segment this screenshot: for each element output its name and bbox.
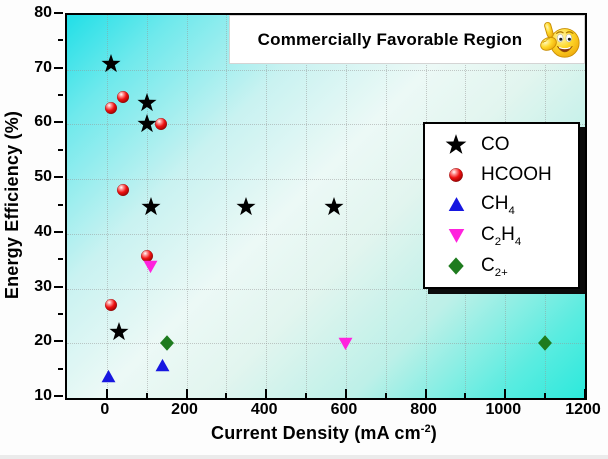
y-major-tick	[54, 12, 63, 14]
x-major-tick	[344, 389, 347, 398]
y-tick-label: 40	[34, 222, 52, 240]
x-major-tick	[265, 389, 268, 398]
y-minor-tick	[58, 367, 63, 370]
legend-row-CO: CO	[431, 133, 572, 157]
legend-row-CH4: CH4	[431, 193, 572, 217]
y-major-tick	[54, 121, 63, 124]
y-tick-label: 60	[34, 113, 52, 131]
y-minor-tick	[58, 148, 63, 151]
legend: CO HCOOH CH4 C2H4 C2+	[423, 122, 580, 290]
x-minor-tick	[544, 393, 547, 398]
x-minor-tick	[145, 393, 148, 398]
gridline-horizontal	[67, 69, 585, 71]
point-C2+	[158, 334, 176, 352]
y-axis-title: Energy Efficiency (%)	[2, 110, 22, 300]
bottom-edge-strip	[0, 455, 608, 459]
x-major-tick	[504, 389, 507, 398]
legend-label-C2+: C2+	[481, 254, 508, 279]
point-HCOOH	[116, 90, 130, 104]
gridline-vertical	[385, 15, 387, 398]
gridline-vertical	[306, 15, 308, 398]
x-tick-label: 400	[250, 401, 278, 418]
y-tick-label: 80	[34, 4, 52, 21]
favorable-region-banner: Commercially Favorable Region	[229, 15, 585, 64]
legend-label-HCOOH: HCOOH	[481, 164, 552, 185]
gridline-horizontal	[67, 288, 585, 290]
y-minor-tick	[58, 94, 63, 97]
legend-label-CH4: CH4	[481, 193, 515, 217]
point-C2H4	[337, 335, 354, 352]
x-major-tick	[105, 389, 108, 398]
x-tick-label: 200	[171, 401, 198, 418]
point-HCOOH	[116, 183, 130, 197]
y-major-tick	[54, 66, 63, 69]
x-minor-tick	[464, 393, 467, 398]
legend-label-C2H4: C2H4	[481, 223, 522, 248]
x-major-tick	[584, 389, 586, 398]
y-major-tick	[54, 340, 63, 343]
legend-label-CO: CO	[481, 134, 510, 155]
y-tick-label: 20	[34, 332, 52, 350]
gridline-horizontal	[67, 343, 585, 345]
y-minor-tick	[58, 312, 63, 315]
gridline-horizontal	[67, 179, 585, 181]
point-C2H4	[142, 258, 159, 275]
x-minor-tick	[384, 393, 387, 398]
legend-marker-triangle-up-icon	[444, 195, 468, 214]
gridline-horizontal	[67, 233, 585, 235]
point-CH4	[100, 368, 117, 385]
x-tick-label: 1200	[565, 401, 601, 418]
gridline-vertical	[266, 15, 268, 398]
gridline-vertical	[186, 15, 188, 398]
x-tick-label: 600	[330, 401, 358, 418]
legend-marker-star-icon	[444, 133, 468, 157]
legend-marker-diamond-icon	[444, 256, 468, 276]
point-CH4	[154, 357, 171, 374]
y-minor-tick	[58, 203, 63, 206]
legend-row-C2H4: C2H4	[431, 224, 572, 248]
x-minor-tick	[225, 393, 228, 398]
legend-marker-sphere-icon	[444, 167, 468, 183]
x-major-tick	[185, 389, 188, 398]
point-C2+	[536, 334, 554, 352]
x-axis-title: Current Density (mA cm-2)	[211, 423, 437, 443]
y-tick-label: 30	[34, 277, 52, 295]
point-CO	[136, 113, 158, 135]
y-major-tick	[54, 230, 63, 233]
legend-marker-triangle-down-icon	[444, 226, 468, 245]
y-minor-tick	[58, 258, 63, 261]
x-minor-tick	[305, 393, 308, 398]
point-HCOOH	[104, 101, 118, 115]
point-CO	[100, 53, 122, 75]
gridline-vertical	[345, 15, 347, 398]
y-minor-tick	[58, 39, 63, 42]
banner-text: Commercially Favorable Region	[257, 29, 523, 49]
point-CO	[235, 196, 257, 218]
point-CO	[108, 321, 130, 343]
legend-row-C2+: C2+	[431, 254, 572, 279]
gridline-vertical	[106, 15, 108, 398]
point-CO	[140, 196, 162, 218]
x-tick-label: 0	[100, 401, 110, 418]
gridline-horizontal	[67, 124, 585, 126]
y-tick-label: 50	[34, 168, 52, 186]
x-major-tick	[424, 389, 427, 398]
x-tick-label: 800	[410, 401, 437, 418]
point-CO	[136, 92, 158, 114]
thumbs-up-smiley-icon	[540, 21, 580, 58]
legend-row-HCOOH: HCOOH	[431, 164, 572, 186]
point-CO	[323, 196, 345, 218]
y-tick-label: 70	[34, 58, 52, 76]
y-major-tick	[54, 176, 63, 179]
point-HCOOH	[154, 117, 168, 131]
y-tick-label: 10	[34, 387, 52, 404]
y-major-tick	[54, 285, 63, 288]
point-HCOOH	[104, 298, 118, 312]
y-major-tick	[54, 395, 63, 397]
gridline-vertical	[226, 15, 228, 398]
x-tick-label: 1000	[485, 401, 522, 418]
